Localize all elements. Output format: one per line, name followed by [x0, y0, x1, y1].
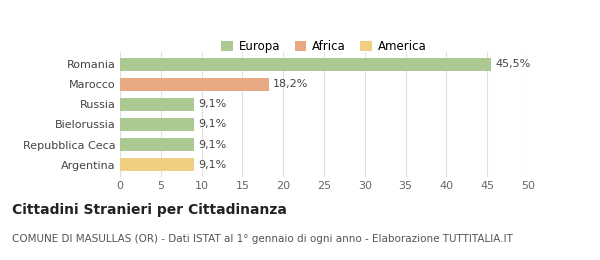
Bar: [120, 118, 194, 131]
Text: 9,1%: 9,1%: [199, 140, 227, 149]
Bar: [120, 57, 491, 71]
Text: 9,1%: 9,1%: [199, 160, 227, 170]
Bar: [120, 98, 194, 111]
Text: COMUNE DI MASULLAS (OR) - Dati ISTAT al 1° gennaio di ogni anno - Elaborazione T: COMUNE DI MASULLAS (OR) - Dati ISTAT al …: [12, 234, 513, 244]
Bar: [120, 138, 194, 151]
Bar: [120, 158, 194, 171]
Text: 45,5%: 45,5%: [496, 59, 530, 69]
Legend: Europa, Africa, America: Europa, Africa, America: [217, 35, 431, 58]
Text: 9,1%: 9,1%: [199, 119, 227, 129]
Text: Cittadini Stranieri per Cittadinanza: Cittadini Stranieri per Cittadinanza: [12, 203, 287, 217]
Text: 9,1%: 9,1%: [199, 99, 227, 109]
Bar: [120, 78, 269, 91]
Text: 18,2%: 18,2%: [272, 79, 308, 89]
